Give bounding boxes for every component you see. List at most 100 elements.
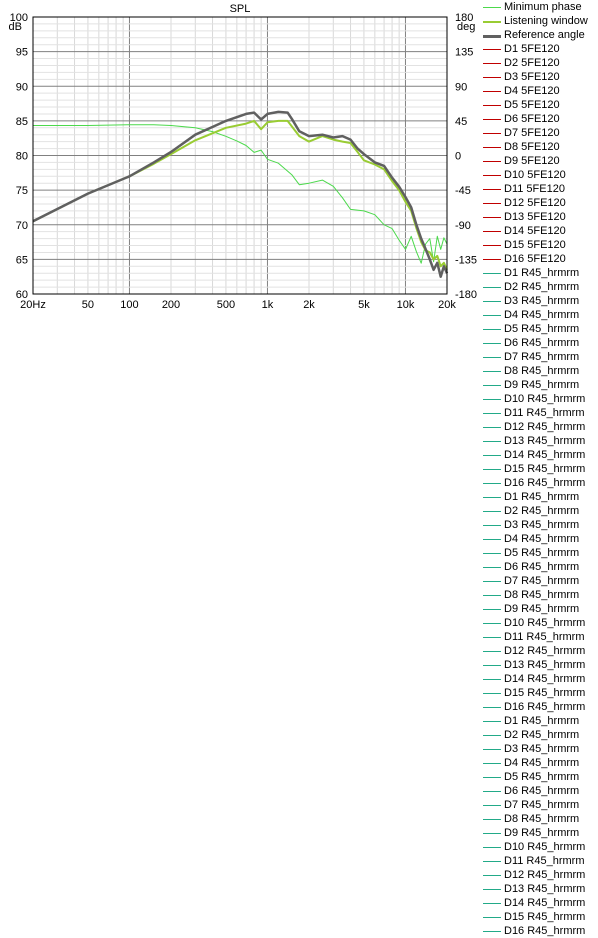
legend-swatch <box>483 119 501 120</box>
y-tick-label: 75 <box>16 185 28 197</box>
legend-item: D7 5FE120 <box>480 126 598 140</box>
legend-swatch <box>483 315 501 316</box>
legend-label: D12 R45_hrmrm <box>504 421 586 433</box>
legend-item: D16 R45_hrmrm <box>480 924 598 938</box>
legend-item: D8 R45_hrmrm <box>480 364 598 378</box>
legend-swatch <box>483 763 501 764</box>
legend-label: D11 R45_hrmrm <box>504 407 585 419</box>
legend-swatch <box>483 175 501 176</box>
legend-label: D14 R45_hrmrm <box>504 897 586 909</box>
legend-label: D2 R45_hrmrm <box>504 281 580 293</box>
series-line-minimum-phase <box>33 124 448 264</box>
legend-item: D13 5FE120 <box>480 210 598 224</box>
legend-label: D13 5FE120 <box>504 211 566 223</box>
legend-item: D9 R45_hrmrm <box>480 602 598 616</box>
x-tick-label: 200 <box>162 299 180 311</box>
legend-item: D4 R45_hrmrm <box>480 308 598 322</box>
legend-label: D7 R45_hrmrm <box>504 575 580 587</box>
left-axis-unit: dB <box>9 21 22 33</box>
legend-swatch <box>483 413 501 414</box>
legend-swatch <box>483 371 501 372</box>
legend-swatch <box>483 511 501 512</box>
legend-label: D6 5FE120 <box>504 113 560 125</box>
legend-label: D9 5FE120 <box>504 155 560 167</box>
legend-item: D16 R45_hrmrm <box>480 700 598 714</box>
legend-item: D2 5FE120 <box>480 56 598 70</box>
legend-item: D3 R45_hrmrm <box>480 294 598 308</box>
legend-label: D3 R45_hrmrm <box>504 519 580 531</box>
legend-label: D7 R45_hrmrm <box>504 351 580 363</box>
y-right-tick-label: 180 <box>455 12 473 24</box>
legend-item: D4 R45_hrmrm <box>480 756 598 770</box>
x-tick-label: 100 <box>120 299 138 311</box>
legend-label: D14 5FE120 <box>504 225 566 237</box>
legend-item: D5 R45_hrmrm <box>480 546 598 560</box>
legend-swatch <box>483 147 501 148</box>
legend-label: D12 5FE120 <box>504 197 566 209</box>
legend-swatch <box>483 21 501 23</box>
legend-label: Reference angle <box>504 29 585 41</box>
y-tick-label: 80 <box>16 151 28 163</box>
legend-item: D10 R45_hrmrm <box>480 840 598 854</box>
legend-swatch <box>483 329 501 330</box>
legend-item: D6 R45_hrmrm <box>480 336 598 350</box>
legend-item: D5 R45_hrmrm <box>480 322 598 336</box>
legend-swatch <box>483 441 501 442</box>
plot-frame <box>32 16 448 295</box>
legend-item: D4 5FE120 <box>480 84 598 98</box>
legend-item: D6 R45_hrmrm <box>480 784 598 798</box>
legend-swatch <box>483 217 501 218</box>
legend-label: D8 5FE120 <box>504 141 560 153</box>
legend-label: D4 R45_hrmrm <box>504 533 580 545</box>
legend-item: D13 R45_hrmrm <box>480 658 598 672</box>
legend-label: D12 R45_hrmrm <box>504 645 586 657</box>
y-right-tick-label: -135 <box>455 254 477 266</box>
legend-swatch <box>483 161 501 162</box>
legend-swatch <box>483 35 501 38</box>
legend-item: D12 R45_hrmrm <box>480 420 598 434</box>
legend-label: D1 R45_hrmrm <box>504 267 580 279</box>
legend-swatch <box>483 469 501 470</box>
legend-swatch <box>483 7 501 8</box>
legend-label: D5 R45_hrmrm <box>504 547 580 559</box>
legend-item: D14 R45_hrmrm <box>480 672 598 686</box>
legend-swatch <box>483 189 501 190</box>
legend-item: D13 R45_hrmrm <box>480 882 598 896</box>
y-tick-label: 100 <box>10 12 28 24</box>
legend-item: D5 5FE120 <box>480 98 598 112</box>
y-right-tick-label: 90 <box>455 81 467 93</box>
legend-label: D2 R45_hrmrm <box>504 505 580 517</box>
legend-label: D15 R45_hrmrm <box>504 911 586 923</box>
series-line-reference-angle <box>32 110 449 278</box>
legend-label: D1 R45_hrmrm <box>504 491 580 503</box>
legend-swatch <box>483 749 501 750</box>
legend-label: D11 5FE120 <box>504 183 565 195</box>
legend-item: D3 R45_hrmrm <box>480 518 598 532</box>
legend-item: D1 5FE120 <box>480 42 598 56</box>
legend-label: D7 5FE120 <box>504 127 560 139</box>
legend-label: D7 R45_hrmrm <box>504 799 580 811</box>
x-tick-label: 20k <box>438 299 456 311</box>
x-tick-label: 20Hz <box>20 299 46 311</box>
y-right-tick-label: -45 <box>455 185 471 197</box>
legend-item: D11 R45_hrmrm <box>480 854 598 868</box>
legend-item: D14 R45_hrmrm <box>480 448 598 462</box>
legend-item: D15 5FE120 <box>480 238 598 252</box>
legend-swatch <box>483 133 501 134</box>
x-tick-label: 5k <box>358 299 370 311</box>
legend-label: D13 R45_hrmrm <box>504 883 586 895</box>
legend-label: D10 5FE120 <box>504 169 566 181</box>
legend-swatch <box>483 889 501 890</box>
legend-label: D6 R45_hrmrm <box>504 785 580 797</box>
legend-swatch <box>483 553 501 554</box>
legend-swatch <box>483 861 501 862</box>
legend-item: D10 R45_hrmrm <box>480 616 598 630</box>
legend-swatch <box>483 791 501 792</box>
legend-label: D6 R45_hrmrm <box>504 561 580 573</box>
legend-item: D13 R45_hrmrm <box>480 434 598 448</box>
legend-item: D2 R45_hrmrm <box>480 504 598 518</box>
legend-label: D16 5FE120 <box>504 253 566 265</box>
legend-item: D15 R45_hrmrm <box>480 686 598 700</box>
legend-item: Listening window <box>480 14 598 28</box>
legend-swatch <box>483 931 501 932</box>
